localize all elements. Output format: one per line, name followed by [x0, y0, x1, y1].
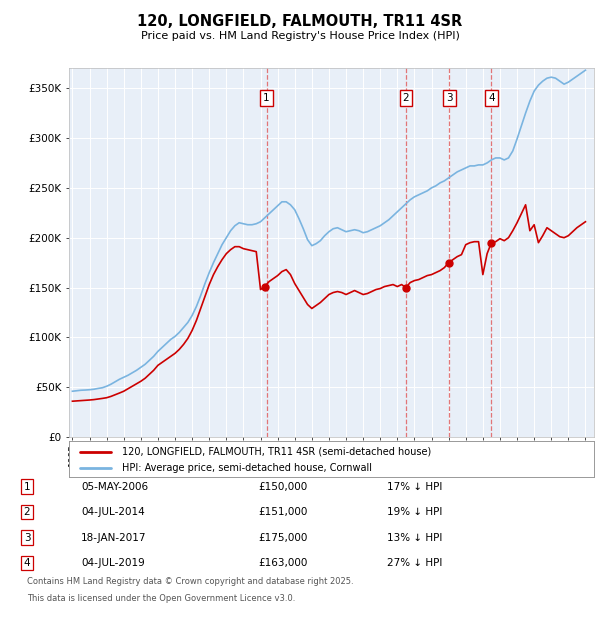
Text: 2: 2: [23, 507, 31, 517]
Text: 04-JUL-2014: 04-JUL-2014: [81, 507, 145, 517]
Text: 04-JUL-2019: 04-JUL-2019: [81, 558, 145, 568]
Text: 05-MAY-2006: 05-MAY-2006: [81, 482, 148, 492]
Text: 1: 1: [23, 482, 31, 492]
Text: £175,000: £175,000: [258, 533, 307, 542]
Text: 3: 3: [446, 93, 453, 103]
Text: 27% ↓ HPI: 27% ↓ HPI: [387, 558, 442, 568]
Text: 19% ↓ HPI: 19% ↓ HPI: [387, 507, 442, 517]
Text: Contains HM Land Registry data © Crown copyright and database right 2025.: Contains HM Land Registry data © Crown c…: [27, 577, 353, 586]
Text: 13% ↓ HPI: 13% ↓ HPI: [387, 533, 442, 542]
Text: HPI: Average price, semi-detached house, Cornwall: HPI: Average price, semi-detached house,…: [121, 463, 371, 474]
Text: 17% ↓ HPI: 17% ↓ HPI: [387, 482, 442, 492]
Text: 120, LONGFIELD, FALMOUTH, TR11 4SR (semi-detached house): 120, LONGFIELD, FALMOUTH, TR11 4SR (semi…: [121, 446, 431, 456]
Text: £163,000: £163,000: [258, 558, 307, 568]
Text: 120, LONGFIELD, FALMOUTH, TR11 4SR: 120, LONGFIELD, FALMOUTH, TR11 4SR: [137, 14, 463, 29]
Text: 4: 4: [488, 93, 495, 103]
Text: £150,000: £150,000: [258, 482, 307, 492]
Text: 18-JAN-2017: 18-JAN-2017: [81, 533, 146, 542]
Text: 2: 2: [403, 93, 409, 103]
Text: This data is licensed under the Open Government Licence v3.0.: This data is licensed under the Open Gov…: [27, 593, 295, 603]
Text: £151,000: £151,000: [258, 507, 307, 517]
Text: Price paid vs. HM Land Registry's House Price Index (HPI): Price paid vs. HM Land Registry's House …: [140, 31, 460, 41]
Text: 3: 3: [23, 533, 31, 542]
Text: 1: 1: [263, 93, 270, 103]
Text: 4: 4: [23, 558, 31, 568]
